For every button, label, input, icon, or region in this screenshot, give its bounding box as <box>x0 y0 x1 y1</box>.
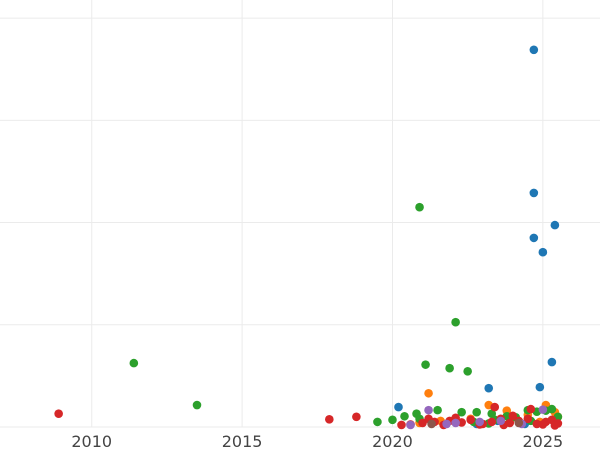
data-point <box>415 202 424 212</box>
data-point <box>427 419 436 429</box>
data-point <box>496 416 506 426</box>
data-point <box>547 357 557 367</box>
data-point <box>352 412 361 422</box>
data-point <box>538 420 548 429</box>
x-tick-label: 2015 <box>222 432 263 450</box>
data-point <box>472 407 481 417</box>
data-point <box>442 419 451 429</box>
data-point <box>394 402 403 412</box>
data-point <box>529 188 539 198</box>
x-tick-label: 2025 <box>522 432 563 450</box>
data-point <box>538 405 548 414</box>
data-point <box>406 420 415 430</box>
data-point <box>451 317 460 327</box>
data-point <box>466 415 475 425</box>
data-point <box>529 233 539 243</box>
data-point <box>54 409 63 419</box>
data-point <box>484 383 494 393</box>
data-point <box>424 388 433 398</box>
x-axis-ticks: 2010 2015 2020 2025 <box>71 432 563 451</box>
data-point <box>433 405 442 415</box>
data-point <box>490 402 500 412</box>
x-tick-label: 2010 <box>71 432 112 450</box>
data-point <box>508 411 518 421</box>
data-point <box>397 420 406 430</box>
data-point <box>418 418 427 428</box>
data-point <box>424 405 433 415</box>
data-point <box>325 415 334 424</box>
data-point <box>475 417 484 427</box>
data-points <box>54 45 563 430</box>
data-point <box>487 417 497 427</box>
data-point <box>129 358 139 368</box>
data-point <box>526 404 536 414</box>
data-point <box>457 407 466 417</box>
data-point <box>192 400 202 410</box>
data-point <box>373 417 382 427</box>
data-point <box>445 363 454 373</box>
data-point <box>538 247 548 257</box>
data-point <box>388 415 397 425</box>
data-point <box>550 220 560 230</box>
data-point <box>400 411 409 421</box>
data-point <box>550 421 560 430</box>
grid-layer <box>0 0 600 428</box>
data-point <box>412 409 421 419</box>
data-point <box>463 366 472 376</box>
data-point <box>514 418 524 428</box>
data-point <box>523 414 533 424</box>
data-point <box>535 382 545 392</box>
data-point <box>421 360 430 369</box>
data-point <box>451 418 460 428</box>
x-tick-label: 2020 <box>372 432 413 450</box>
data-point <box>529 45 539 55</box>
